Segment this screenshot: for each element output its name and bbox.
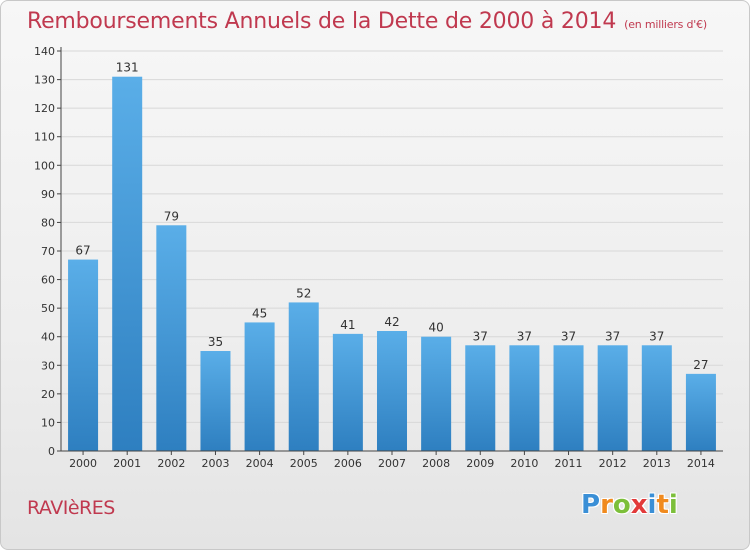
logo-letter: t <box>656 490 669 520</box>
bar <box>288 302 319 451</box>
bar <box>509 345 540 451</box>
bar <box>553 345 584 451</box>
x-tick-label: 2001 <box>113 457 141 470</box>
logo-letter: x <box>630 490 648 520</box>
x-tick-label: 2011 <box>555 457 583 470</box>
bar <box>376 331 408 451</box>
bar <box>332 333 363 451</box>
value-labels: 67 131 79 35 45 52 41 42 40 37 37 37 37 37 27 <box>75 61 708 372</box>
bar-value-label: 52 <box>296 286 311 300</box>
x-tick-label: 2002 <box>157 457 185 470</box>
y-tick-label: 120 <box>34 102 55 115</box>
bar-value-label: 37 <box>517 329 532 343</box>
y-tick-label: 20 <box>41 388 55 401</box>
x-tick-label: 2010 <box>510 457 538 470</box>
y-tick-label: 90 <box>41 188 55 201</box>
y-tick-label: 110 <box>34 131 55 144</box>
bar-value-label: 37 <box>561 329 576 343</box>
y-tick-label: 140 <box>34 45 55 58</box>
bar-value-label: 40 <box>428 321 443 335</box>
x-tick-label: 2014 <box>687 457 715 470</box>
axes: 0 10 20 30 40 50 60 70 80 90 100 110 120 130 140 2000 20… <box>34 45 723 470</box>
x-tick-label: 2007 <box>378 457 406 470</box>
bar-value-label: 27 <box>693 358 708 372</box>
bar-value-label: 131 <box>116 61 139 75</box>
y-tick-label: 80 <box>41 216 55 229</box>
x-tick-label: 2000 <box>69 457 97 470</box>
chart-title-text: Remboursements Annuels de la Dette de 20… <box>27 9 617 34</box>
y-tick-label: 70 <box>41 245 55 258</box>
bar <box>112 76 143 451</box>
y-tick-label: 50 <box>41 302 55 315</box>
bar-value-label: 79 <box>164 209 179 223</box>
bar <box>200 351 231 451</box>
x-tick-label: 2006 <box>334 457 362 470</box>
bar <box>685 373 716 451</box>
x-tick-label: 2003 <box>201 457 229 470</box>
bar <box>156 225 187 451</box>
x-tick-label: 2004 <box>246 457 274 470</box>
y-tick-label: 10 <box>41 416 55 429</box>
bars <box>68 76 716 451</box>
y-tick-label: 0 <box>48 445 55 458</box>
y-tick-label: 40 <box>41 331 55 344</box>
x-tick-label: 2009 <box>466 457 494 470</box>
y-tick-label: 30 <box>41 359 55 372</box>
logo-letter: r <box>600 490 613 520</box>
bar-value-label: 67 <box>75 244 90 258</box>
bar-value-label: 35 <box>208 335 223 349</box>
bar-value-label: 42 <box>384 315 399 329</box>
logo-letter: o <box>612 490 631 520</box>
chart-title: Remboursements Annuels de la Dette de 20… <box>27 9 707 34</box>
bar-value-label: 37 <box>649 329 664 343</box>
y-tick-label: 100 <box>34 159 55 172</box>
bar <box>597 345 628 451</box>
x-tick-label: 2013 <box>643 457 671 470</box>
bar <box>68 259 99 451</box>
y-tick-label: 60 <box>41 274 55 287</box>
chart-subtitle: (en milliers d'€) <box>624 18 708 31</box>
bar-value-label: 37 <box>605 329 620 343</box>
logo-letter: i <box>647 490 657 520</box>
bar <box>421 336 452 451</box>
proxiti-logo[interactable]: Proxiti <box>581 490 678 520</box>
bar-value-label: 45 <box>252 306 267 320</box>
y-tick-label: 130 <box>34 74 55 87</box>
commune-name: RAVIèRES <box>27 497 115 519</box>
x-tick-label: 2008 <box>422 457 450 470</box>
logo-letter: i <box>668 490 678 520</box>
x-tick-label: 2005 <box>290 457 318 470</box>
bar <box>244 322 275 451</box>
bar-value-label: 41 <box>340 318 355 332</box>
bar <box>641 345 672 451</box>
bar <box>465 345 496 451</box>
bar-value-label: 37 <box>473 329 488 343</box>
logo-letter: P <box>581 490 601 520</box>
x-tick-label: 2012 <box>599 457 627 470</box>
